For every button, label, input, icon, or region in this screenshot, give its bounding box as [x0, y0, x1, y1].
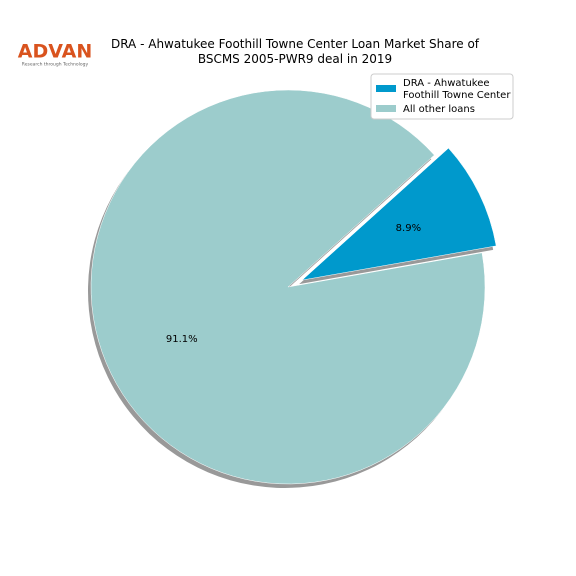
legend-label: All other loans: [403, 104, 475, 115]
chart-title: DRA - Ahwatukee Foothill Towne Center Lo…: [111, 37, 480, 66]
pie-slice: [301, 147, 497, 281]
slice-label: 91.1%: [166, 334, 198, 345]
logo: ADVAN: [18, 41, 93, 63]
legend: DRA - Ahwatukee Foothill Towne Center All …: [370, 73, 514, 120]
legend-label: DRA - Ahwatukee Foothill Towne Center: [403, 78, 511, 101]
legend-swatch: [376, 105, 396, 112]
legend-box: [370, 73, 514, 120]
slice-label: 8.9%: [396, 223, 421, 234]
legend-swatch: [376, 85, 396, 92]
pie-slices: [90, 89, 497, 485]
pie-slice: [90, 89, 486, 485]
logo-tagline: Research through Technology: [22, 62, 89, 68]
